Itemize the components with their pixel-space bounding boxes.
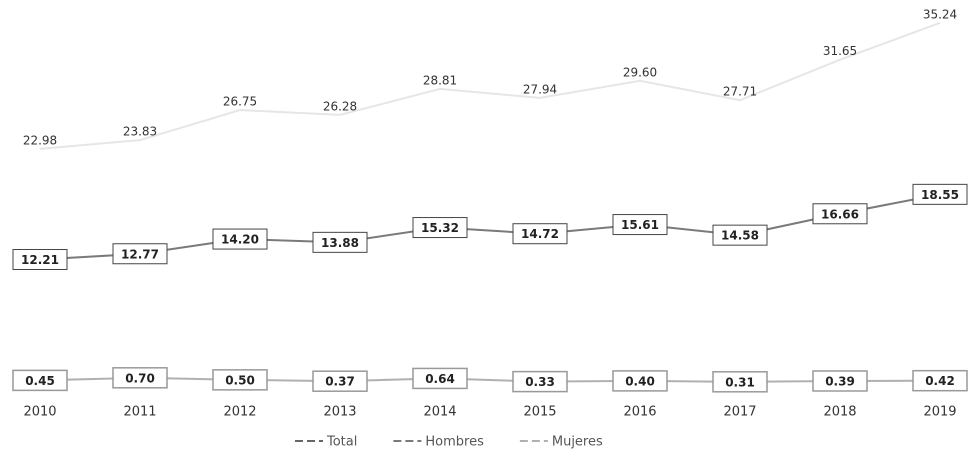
value-label: 0.70: [125, 371, 155, 385]
x-tick-label: 2019: [923, 405, 956, 420]
series-line: [39, 376, 941, 383]
value-label: 26.75: [223, 95, 257, 109]
value-label: 0.45: [25, 374, 55, 388]
x-tick-label: 2013: [323, 405, 356, 420]
label-box: [12, 249, 68, 271]
x-tick-label: 2014: [423, 405, 456, 420]
x-tick-label: 2017: [723, 405, 756, 420]
value-label: 22.98: [23, 133, 57, 147]
label-box: [312, 231, 368, 253]
label-box: [612, 214, 668, 236]
label-box: [212, 369, 268, 391]
value-label-group: 0.42: [912, 369, 968, 392]
x-tick-label: 2018: [823, 405, 856, 420]
value-label-group: 0.40: [612, 370, 668, 392]
value-label-group: 15.61: [612, 214, 668, 236]
value-label-group: 0.45: [12, 369, 68, 392]
value-label-group: 0.70: [112, 367, 168, 389]
value-label: 16.66: [821, 207, 859, 221]
value-label: 14.72: [521, 227, 559, 241]
value-label-group: 0.50: [212, 369, 268, 391]
label-box: [612, 370, 668, 392]
label-box: [712, 371, 768, 393]
value-label-group: 14.72: [512, 223, 568, 245]
value-label: 27.94: [523, 82, 557, 96]
label-box: [912, 183, 968, 205]
value-label: 23.83: [123, 125, 157, 139]
label-box: [212, 228, 268, 250]
value-label: 26.28: [323, 99, 357, 113]
label-box: [112, 243, 168, 265]
value-label: 0.37: [325, 375, 355, 389]
value-label-group: 0.39: [812, 370, 868, 392]
value-label: 14.20: [221, 233, 259, 247]
x-tick-label: 2012: [223, 405, 256, 420]
legend: Total Hombres Mujeres: [295, 435, 603, 450]
value-label-group: 0.31: [712, 371, 768, 393]
legend-label: Total: [326, 435, 357, 450]
value-label: 0.64: [425, 372, 455, 386]
value-label: 14.58: [721, 229, 759, 243]
label-box: [712, 224, 768, 246]
value-label: 0.33: [525, 375, 555, 389]
value-label-group: 14.58: [712, 224, 768, 246]
value-label: 13.88: [321, 236, 359, 250]
value-label: 18.55: [921, 188, 959, 202]
value-label-group: 12.77: [112, 243, 168, 265]
label-box: [412, 367, 468, 390]
value-label-group: 0.64: [412, 367, 468, 390]
value-label: 0.31: [725, 375, 755, 389]
value-label-group: 14.20: [212, 228, 268, 250]
value-label: 15.32: [421, 221, 459, 235]
value-label-group: 18.55: [912, 183, 968, 205]
value-label: 28.81: [423, 73, 457, 87]
label-box: [812, 370, 868, 392]
value-label-group: 12.21: [12, 249, 68, 271]
value-label: 15.61: [621, 218, 659, 232]
value-label: 31.65: [823, 44, 857, 58]
value-label: 0.50: [225, 373, 255, 387]
series-line: [39, 193, 941, 261]
label-box: [12, 369, 68, 392]
legend-label: Hombres: [425, 435, 484, 450]
label-box: [812, 203, 868, 225]
value-label: 12.77: [121, 247, 159, 261]
x-tick-label: 2010: [23, 405, 56, 420]
x-tick-label: 2016: [623, 405, 656, 420]
x-tick-label: 2011: [123, 405, 156, 420]
label-box: [112, 367, 168, 389]
value-label-group: 0.37: [312, 370, 368, 392]
value-label: 0.39: [825, 374, 855, 388]
series-line: [39, 21, 941, 150]
value-label-group: 0.33: [512, 370, 568, 393]
legend-label: Mujeres: [552, 435, 603, 450]
value-label: 0.40: [625, 374, 655, 388]
value-label: 29.60: [623, 65, 657, 79]
label-box: [312, 370, 368, 392]
value-label-group: 13.88: [312, 231, 368, 253]
value-label-group: 15.32: [412, 217, 468, 239]
value-label: 35.24: [923, 7, 957, 21]
label-box: [912, 369, 968, 392]
value-label: 0.42: [925, 374, 955, 388]
label-box: [512, 223, 568, 245]
label-box: [412, 217, 468, 239]
value-label: 27.71: [723, 85, 757, 99]
label-box: [512, 370, 568, 393]
x-tick-label: 2015: [523, 405, 556, 420]
value-label: 12.21: [21, 253, 59, 267]
value-label-group: 16.66: [812, 203, 868, 225]
